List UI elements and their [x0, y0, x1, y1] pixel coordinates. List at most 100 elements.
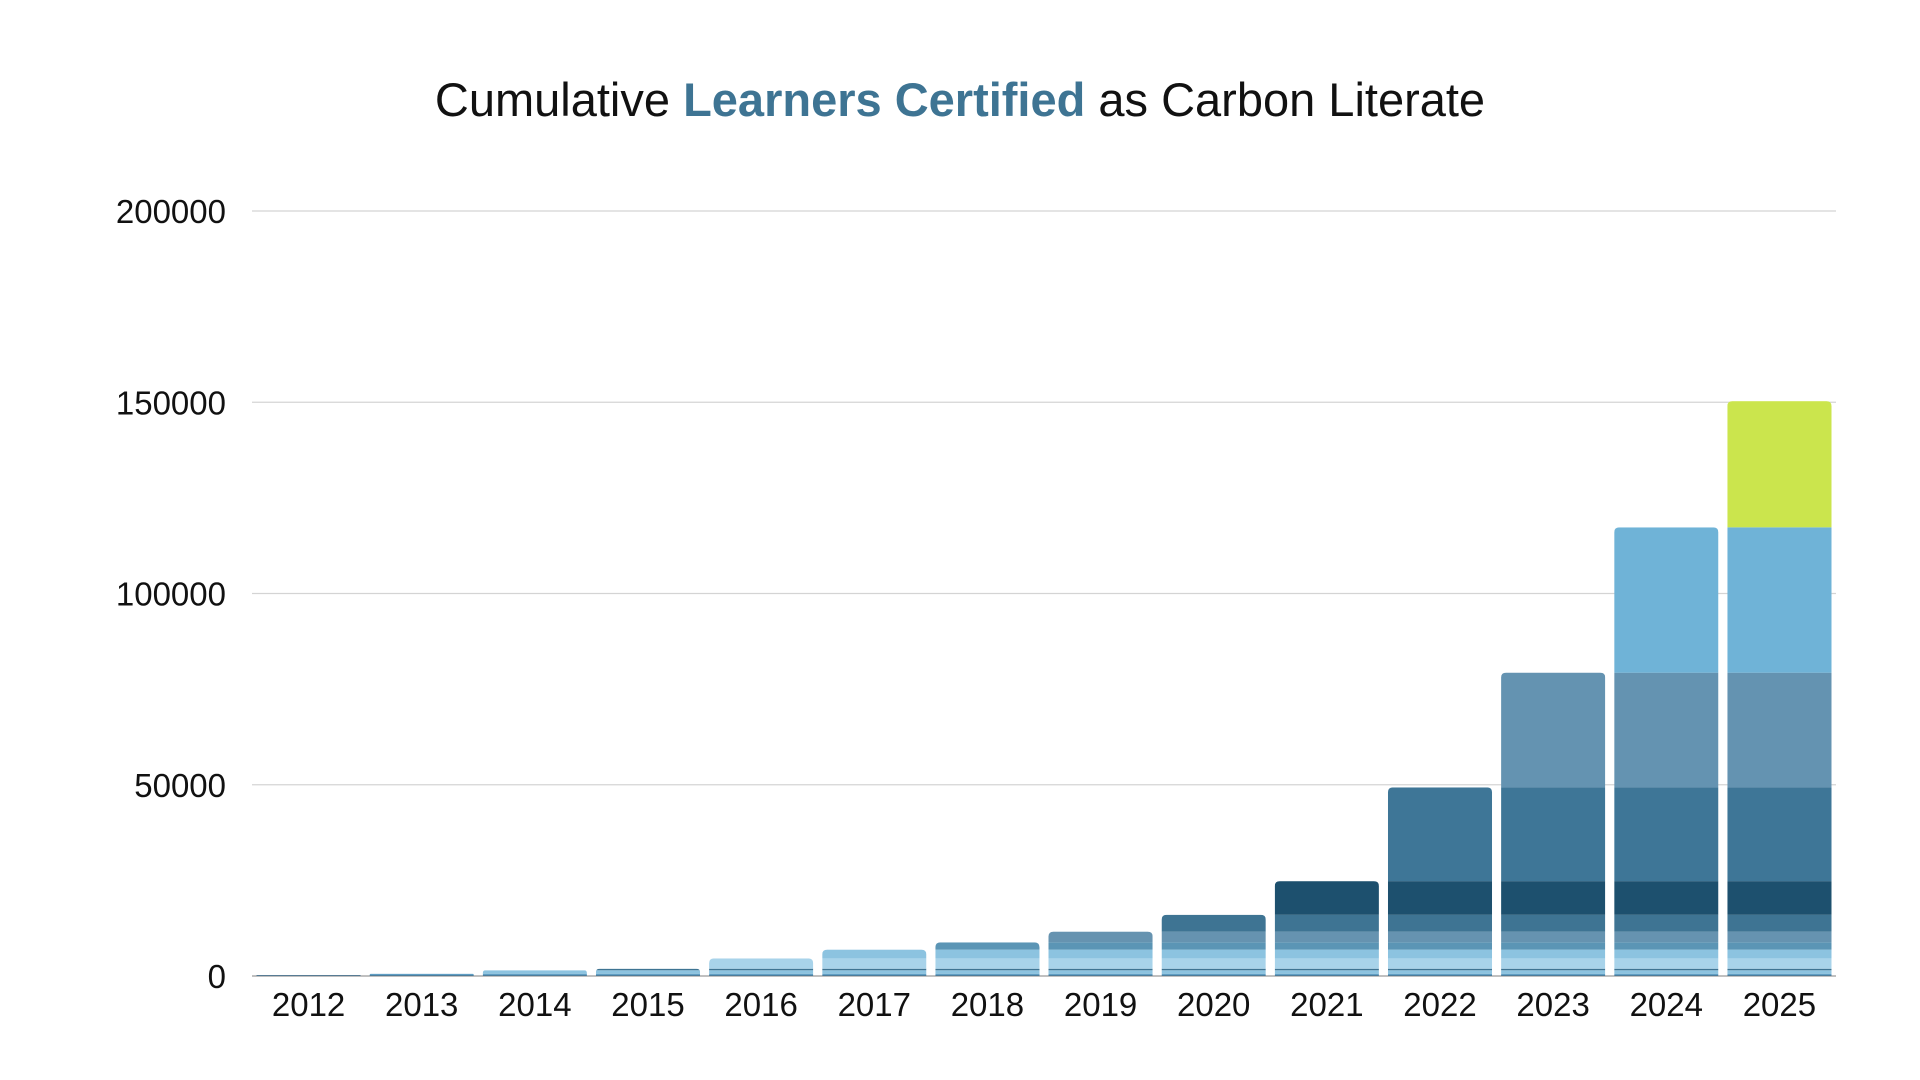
bar-segment [935, 968, 1040, 971]
bar-2016 [709, 958, 814, 976]
bar-segment [1387, 942, 1493, 950]
bar-segment [1048, 970, 1153, 974]
bar-segment [1048, 975, 1153, 976]
bar-segment [1501, 931, 1606, 943]
bar-segment [1161, 949, 1266, 959]
bar-segment [1614, 973, 1719, 976]
x-tick-label: 2021 [1290, 986, 1363, 1023]
bar-segment [1614, 787, 1719, 882]
bar-segment [1274, 968, 1379, 971]
bar-segment [709, 973, 814, 976]
y-axis-ticks: 0 50000 100000 150000 200000 [116, 193, 226, 995]
bar-segment [1048, 949, 1153, 959]
bar-segment [1727, 401, 1832, 528]
bar-2021 [1274, 881, 1379, 976]
bar-segment [935, 958, 1040, 969]
x-tick-label: 2016 [724, 986, 797, 1023]
bar-segment [935, 949, 1040, 959]
bar-segment [709, 968, 814, 971]
bar-segment [1161, 975, 1266, 976]
bar-segment [822, 973, 927, 976]
bar-segment [1501, 672, 1606, 788]
bar-segment [1727, 787, 1832, 882]
bar-segment [1614, 881, 1719, 915]
bar-segment [1501, 914, 1606, 932]
bar-segment [1387, 881, 1493, 915]
bar-segment [1048, 973, 1153, 976]
y-tick-label: 100000 [116, 576, 226, 613]
bar-segment [1048, 968, 1153, 971]
title-pre: Cumulative [434, 73, 684, 126]
bar-2015 [595, 968, 701, 976]
x-tick-label: 2025 [1743, 986, 1816, 1023]
bar-segment [935, 975, 1040, 976]
bar-segment [822, 970, 927, 974]
y-tick-label: 50000 [134, 767, 226, 804]
x-tick-label: 2018 [951, 986, 1024, 1023]
bar-segment [1501, 958, 1606, 969]
bar-segment [1048, 958, 1153, 969]
bar-segment [595, 975, 701, 976]
bar-segment [822, 949, 927, 959]
bar-segment [595, 968, 701, 971]
bar-segment [1274, 973, 1379, 976]
bar-layer [256, 401, 1832, 976]
bar-segment [369, 973, 474, 976]
bar-segment [1614, 672, 1719, 788]
bar-segment [1614, 527, 1719, 673]
bar-segment [1727, 949, 1832, 959]
bar-segment [1501, 949, 1606, 959]
x-tick-label: 2020 [1177, 986, 1250, 1023]
bar-segment [1161, 942, 1266, 950]
bar-segment [1727, 973, 1832, 976]
bar-segment [822, 975, 927, 976]
bar-segment [595, 973, 701, 976]
bar-segment [1727, 970, 1832, 974]
bar-segment [935, 973, 1040, 976]
bar-2018 [935, 942, 1040, 976]
bar-segment [1387, 787, 1493, 882]
bar-segment [1727, 881, 1832, 915]
bar-segment [1387, 973, 1493, 976]
bar-segment [1501, 970, 1606, 974]
x-tick-label: 2014 [498, 986, 571, 1023]
bar-segment [1161, 914, 1266, 932]
bar-segment [1387, 968, 1493, 971]
bar-segment [1727, 527, 1832, 673]
bar-segment [1614, 970, 1719, 974]
bar-segment [595, 970, 701, 974]
bar-segment [369, 975, 474, 976]
bar-segment [1387, 958, 1493, 969]
bar-segment [1274, 975, 1379, 976]
bar-segment [1501, 787, 1606, 882]
bar-segment [1501, 942, 1606, 950]
bar-segment [1727, 958, 1832, 969]
bar-segment [1727, 968, 1832, 971]
bar-segment [1614, 931, 1719, 943]
bar-segment [1727, 975, 1832, 976]
y-tick-label: 0 [208, 958, 226, 995]
bar-2014 [482, 970, 587, 976]
bar-2017 [822, 949, 927, 976]
bar-segment [256, 975, 361, 976]
bar-segment [1727, 931, 1832, 943]
bar-segment [1161, 970, 1266, 974]
bar-segment [1614, 975, 1719, 976]
x-tick-label: 2015 [611, 986, 684, 1023]
y-tick-label: 150000 [116, 384, 226, 421]
bar-segment [935, 942, 1040, 950]
bar-segment [935, 970, 1040, 974]
bar-segment [1274, 970, 1379, 974]
bar-segment [482, 970, 587, 974]
bar-segment [1727, 914, 1832, 932]
title-post: as Carbon Literate [1085, 73, 1486, 126]
bar-segment [1387, 931, 1493, 943]
bar-segment [1501, 975, 1606, 976]
bar-segment [482, 973, 587, 976]
bar-2024 [1614, 527, 1719, 976]
bar-segment [1387, 970, 1493, 974]
bar-segment [1501, 968, 1606, 971]
x-tick-label: 2013 [385, 986, 458, 1023]
bar-segment [1161, 968, 1266, 971]
